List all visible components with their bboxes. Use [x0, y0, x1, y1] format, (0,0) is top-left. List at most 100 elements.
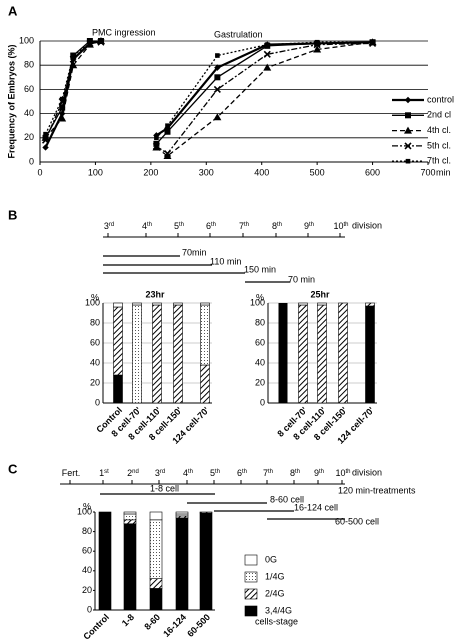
marker — [263, 63, 272, 71]
legend-swatch — [244, 571, 258, 583]
y-unit: % — [91, 292, 99, 302]
bar-segment — [173, 302, 183, 306]
legend-label: 5th cl. — [427, 140, 451, 150]
annotation: PMC ingression — [92, 27, 156, 37]
marker — [405, 158, 411, 164]
marker — [405, 112, 411, 119]
bar-segment — [317, 302, 327, 306]
x-tick-label: 16-124 — [161, 612, 188, 639]
y-tick-label: 80 — [90, 317, 100, 327]
y-tick-label: 100 — [19, 35, 34, 45]
legend-label: 2nd cl — [427, 110, 451, 120]
panel-label: B — [8, 207, 17, 222]
marker — [42, 144, 49, 151]
division-suffix: th — [211, 222, 216, 228]
y-tick-label: 20 — [90, 377, 100, 387]
x-tick-label: 60-500 — [185, 612, 212, 639]
legend-label: 1/4G — [265, 571, 285, 581]
marker — [154, 135, 159, 141]
y-unit: % — [83, 501, 91, 511]
bar-segment — [200, 304, 210, 366]
y-tick-label: 60 — [82, 546, 92, 556]
y-tick-label: 40 — [255, 357, 265, 367]
series-line — [44, 40, 373, 145]
series-line — [44, 39, 373, 148]
division-suffix: th — [344, 222, 349, 228]
bar-segment — [199, 512, 213, 611]
marker — [87, 41, 93, 46]
bar-segment — [98, 511, 112, 611]
marker — [264, 42, 270, 47]
division-number: 1 — [99, 468, 104, 478]
marker — [98, 38, 104, 44]
y-tick-label: 0 — [95, 397, 100, 407]
division-label: Fert. — [62, 468, 81, 478]
bar-segment — [123, 519, 137, 525]
division-number: 5 — [210, 468, 215, 478]
marker — [164, 128, 171, 135]
division-suffix: th — [215, 469, 220, 475]
y-tick-label: 100 — [250, 297, 265, 307]
bar-segment — [123, 523, 137, 611]
division-suffix: th — [179, 222, 184, 228]
division-suffix: st — [104, 469, 109, 475]
marker — [58, 114, 67, 122]
y-tick-label: 20 — [24, 132, 34, 142]
division-label: 4th — [142, 221, 152, 231]
marker — [370, 39, 375, 45]
legend-swatch — [244, 554, 258, 566]
y-tick-label: 60 — [255, 337, 265, 347]
treatment-label: 60-500 cell — [335, 516, 379, 526]
division-label: 10th — [335, 468, 350, 478]
division-label: 9th — [314, 468, 324, 478]
y-tick-label: 80 — [24, 60, 34, 70]
bar-segment — [113, 306, 123, 376]
division-label: 2nd — [127, 468, 139, 478]
division-suffix: rd — [109, 222, 114, 228]
marker — [213, 85, 221, 93]
division-number: 3 — [155, 468, 160, 478]
x-axis-label: cells-stage — [255, 616, 298, 626]
division-suffix: rd — [160, 469, 165, 475]
treatment-note: 120 min-treatments — [338, 485, 416, 495]
legend-swatch — [244, 588, 258, 600]
y-tick-label: 60 — [24, 84, 34, 94]
bar-segment — [278, 303, 288, 403]
division-label: 9th — [304, 221, 314, 231]
bar-segment — [149, 588, 163, 611]
bar-segment — [152, 302, 162, 306]
division-number: 6 — [206, 221, 211, 231]
division-suffix: th — [268, 469, 273, 475]
bar-segment — [173, 304, 183, 404]
treatment-label: 16-124 cell — [294, 502, 338, 512]
division-number: 6 — [237, 468, 242, 478]
division-label: 8th — [290, 468, 300, 478]
x-unit: min — [436, 167, 451, 177]
marker — [152, 142, 160, 150]
division-number: 10 — [333, 221, 343, 231]
y-tick-label: 40 — [24, 108, 34, 118]
division-suffix: th — [295, 469, 300, 475]
division-suffix: nd — [132, 469, 139, 475]
division-number: 7 — [263, 468, 268, 478]
division-number: 5 — [174, 221, 179, 231]
division-number: 2 — [127, 468, 132, 478]
bar-segment — [200, 302, 210, 306]
division-suffix: th — [319, 469, 324, 475]
x-tick-label: 1-8 — [120, 612, 136, 628]
bar-segment — [123, 513, 137, 521]
division-suffix: th — [242, 469, 247, 475]
marker — [58, 110, 66, 117]
treatment-label: 70min — [182, 247, 207, 257]
y-tick-label: 60 — [90, 337, 100, 347]
division-label: 5th — [174, 221, 184, 231]
legend-label: 7th cl. — [427, 156, 451, 166]
division-suffix: th — [147, 222, 152, 228]
treatment-label: 110 min — [210, 256, 241, 266]
marker — [41, 136, 50, 144]
bar-segment — [200, 364, 210, 404]
bar-segment — [365, 302, 375, 307]
marker — [69, 61, 78, 69]
legend-label: 4th cl. — [427, 125, 451, 135]
legend-label: 2/4G — [265, 588, 285, 598]
